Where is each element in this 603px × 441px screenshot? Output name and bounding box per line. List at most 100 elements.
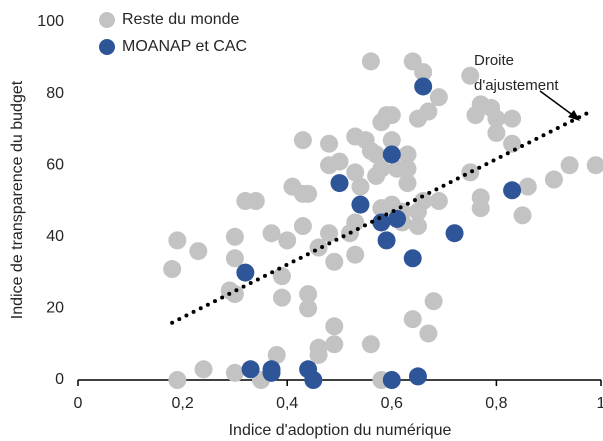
point <box>330 174 349 193</box>
legend-label: Reste du monde <box>122 11 240 28</box>
point <box>382 371 401 389</box>
point <box>309 238 328 257</box>
point <box>262 224 281 243</box>
legend-label: MOANAP et CAC <box>122 38 247 55</box>
annotation: Droite <box>474 52 514 69</box>
legend-marker <box>99 39 115 55</box>
point <box>398 174 417 193</box>
point <box>262 363 281 382</box>
point <box>388 209 407 228</box>
point <box>225 227 244 246</box>
point <box>189 242 208 261</box>
point <box>163 260 182 279</box>
point <box>429 88 448 107</box>
point <box>267 345 286 364</box>
point <box>518 177 537 196</box>
point <box>398 145 417 164</box>
point <box>419 102 438 121</box>
point <box>382 106 401 125</box>
point <box>367 145 386 164</box>
point <box>586 156 603 175</box>
x-axis-label: Indice d'adoption du numérique <box>229 422 452 439</box>
point <box>278 231 297 250</box>
point <box>461 163 480 182</box>
point <box>419 324 438 343</box>
point <box>461 66 480 85</box>
point <box>408 217 427 236</box>
point <box>351 177 370 196</box>
point <box>299 184 318 203</box>
point <box>414 77 433 96</box>
x-tick-label: 0,8 <box>485 395 507 412</box>
point <box>372 159 391 178</box>
y-tick-label: 80 <box>46 85 64 102</box>
point <box>403 310 422 329</box>
point <box>398 159 417 178</box>
point <box>241 360 260 379</box>
point <box>225 363 244 382</box>
point <box>503 181 522 200</box>
y-tick-label: 0 <box>55 371 64 388</box>
point <box>361 335 380 354</box>
y-tick-label: 100 <box>37 13 64 30</box>
point <box>503 109 522 128</box>
point <box>236 263 255 282</box>
y-tick-label: 40 <box>46 228 64 245</box>
point <box>299 299 318 318</box>
point <box>372 213 391 232</box>
annotation: d'ajustement <box>474 77 559 94</box>
y-axis-label: Indice de transparence du budget <box>9 80 26 319</box>
x-tick-label: 0,4 <box>276 395 298 412</box>
x-tick-label: 0 <box>74 395 83 412</box>
point <box>325 335 344 354</box>
legend-marker <box>99 12 115 28</box>
point <box>168 231 187 250</box>
point <box>346 163 365 182</box>
point <box>272 288 291 307</box>
trend-line <box>170 109 593 325</box>
point <box>293 131 312 150</box>
point <box>293 217 312 236</box>
point <box>382 145 401 164</box>
point <box>503 134 522 153</box>
point <box>272 267 291 286</box>
point <box>361 52 380 71</box>
point <box>194 360 213 379</box>
point <box>429 192 448 210</box>
x-tick-label: 1 <box>597 395 603 412</box>
point <box>320 134 339 153</box>
point <box>424 292 443 311</box>
x-tick-label: 0,6 <box>381 395 403 412</box>
point <box>408 367 427 386</box>
point <box>414 63 433 82</box>
annotation-arrow <box>539 90 575 117</box>
point <box>320 224 339 243</box>
point <box>330 152 349 171</box>
point <box>346 245 365 264</box>
point <box>487 109 506 128</box>
point <box>309 338 328 357</box>
point <box>246 192 265 210</box>
point <box>471 188 490 207</box>
point <box>414 192 433 210</box>
point <box>325 317 344 336</box>
point <box>513 206 532 225</box>
point <box>403 249 422 268</box>
point <box>544 170 563 189</box>
point <box>560 156 579 175</box>
point <box>351 195 370 214</box>
point <box>382 131 401 150</box>
point <box>225 285 244 304</box>
point <box>445 224 464 243</box>
point <box>304 371 323 389</box>
point <box>325 252 344 271</box>
point <box>299 285 318 304</box>
y-tick-label: 60 <box>46 156 64 173</box>
point <box>168 371 187 389</box>
point <box>225 249 244 268</box>
point <box>487 123 506 142</box>
point <box>377 231 396 250</box>
y-tick-label: 20 <box>46 300 64 317</box>
point <box>346 213 365 232</box>
